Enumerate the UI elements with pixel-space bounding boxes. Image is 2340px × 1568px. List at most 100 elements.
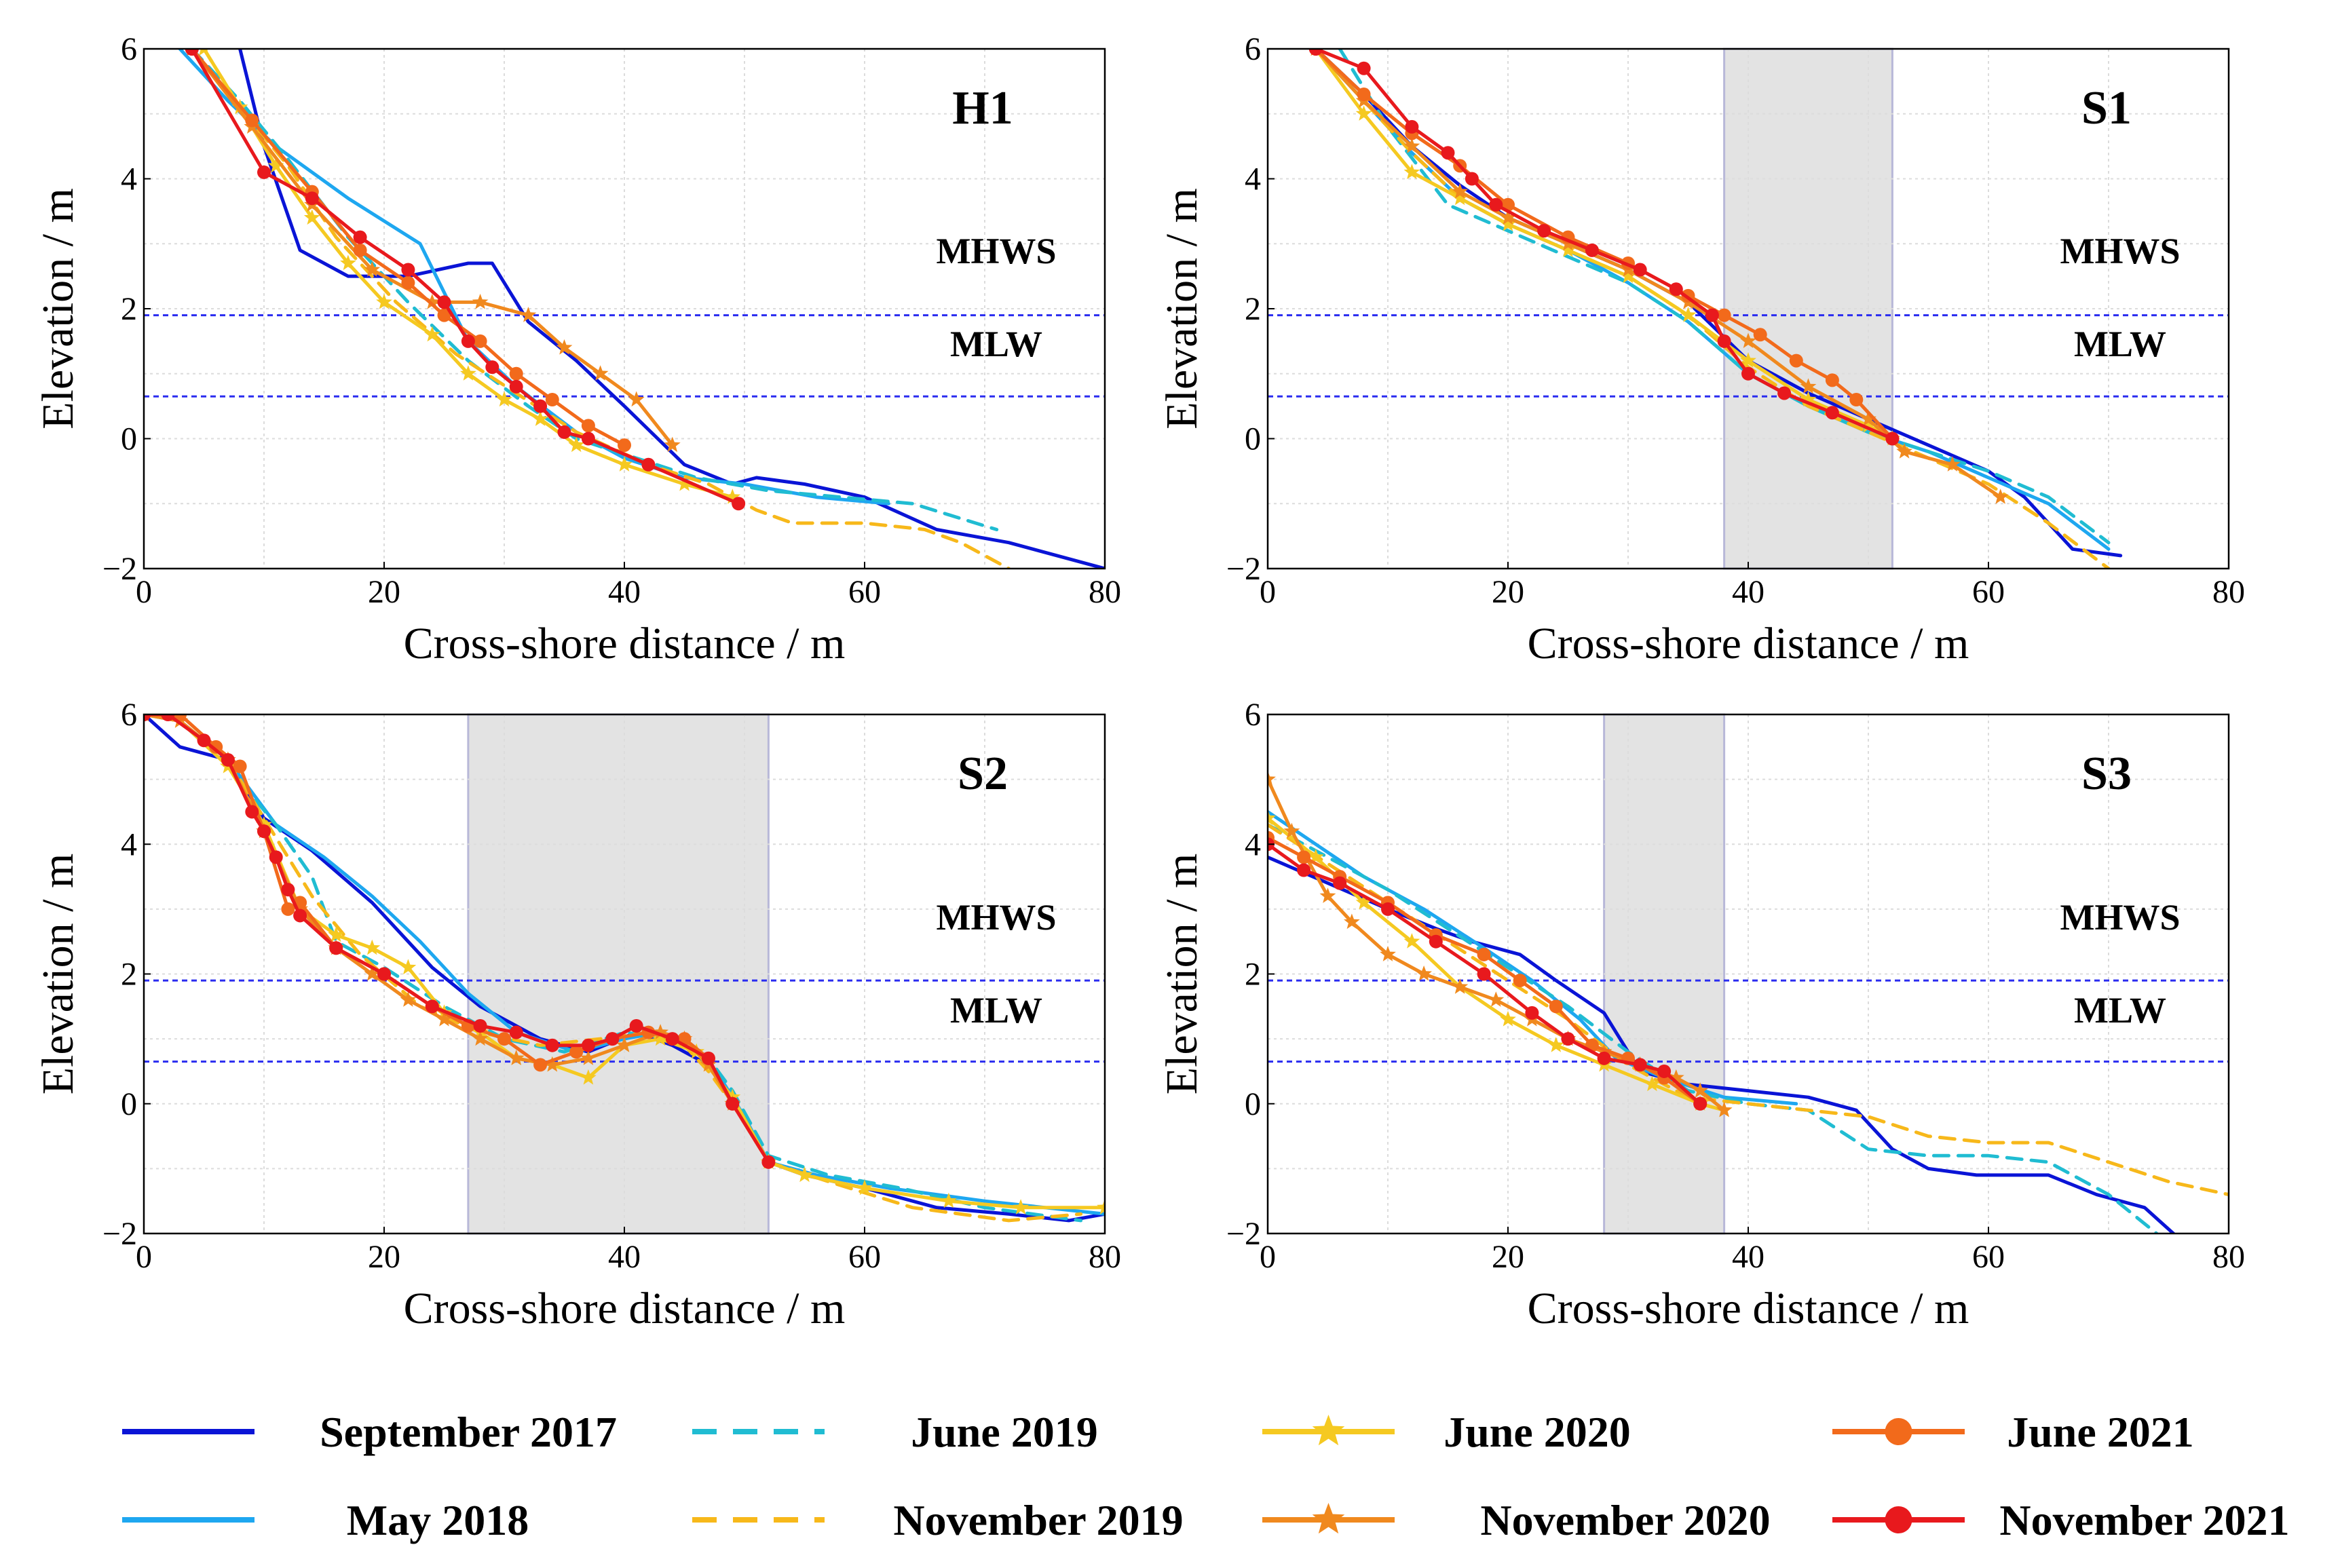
x-axis-label: Cross-shore distance / m — [1528, 1284, 1969, 1333]
marker-june-2020 — [1680, 307, 1697, 322]
x-tick-label: 40 — [608, 1239, 641, 1275]
y-tick-label: 2 — [1245, 291, 1261, 327]
legend-item-november-2021: November 2021 — [1832, 1496, 2290, 1544]
marker-june-2021 — [545, 393, 559, 407]
marker-june-2020 — [1620, 267, 1636, 284]
marker-november-2021 — [1693, 1096, 1707, 1111]
x-axis-label: Cross-shore distance / m — [1528, 619, 1969, 668]
marker-june-2020 — [1800, 391, 1817, 407]
legend-swatch-marker — [1885, 1418, 1912, 1445]
marker-november-2020 — [1944, 456, 1961, 472]
marker-june-2020 — [652, 1030, 668, 1046]
marker-june-2021 — [1849, 393, 1864, 407]
marker-june-2021 — [473, 334, 487, 348]
marker-june-2020 — [724, 489, 741, 504]
marker-november-2020 — [1452, 183, 1469, 199]
tide-label-mlw: MLW — [950, 990, 1042, 1031]
marker-november-2020 — [1268, 771, 1276, 786]
tide-label-mlw: MLW — [950, 324, 1042, 364]
marker-november-2021 — [461, 334, 475, 348]
series-line-june-2020 — [202, 49, 734, 499]
legend-swatch-marker — [1312, 1503, 1345, 1534]
marker-november-2021 — [1465, 172, 1479, 186]
marker-november-2021 — [1825, 406, 1839, 420]
marker-november-2021 — [732, 497, 746, 511]
marker-november-2021 — [1885, 432, 1900, 446]
marker-november-2021 — [581, 432, 595, 446]
marker-november-2021 — [1741, 366, 1755, 381]
marker-june-2020 — [1500, 1010, 1516, 1027]
marker-june-2021 — [1753, 328, 1767, 342]
marker-november-2020 — [508, 1050, 525, 1065]
marker-november-2021 — [1525, 1006, 1539, 1020]
marker-june-2020 — [1013, 1199, 1029, 1215]
marker-june-2020 — [1403, 164, 1420, 179]
marker-november-2021 — [665, 1032, 679, 1046]
y-tick-label: 2 — [1245, 957, 1261, 993]
marker-june-2021 — [233, 759, 247, 773]
x-tick-label: 40 — [1732, 574, 1765, 610]
marker-june-2020 — [796, 1166, 813, 1183]
marker-november-2021 — [701, 1051, 715, 1065]
y-tick-label: 2 — [121, 291, 137, 327]
series-group — [178, 49, 1105, 569]
grid — [144, 714, 1105, 1234]
marker-november-2020 — [1860, 410, 1876, 426]
marker-june-2021 — [1789, 353, 1803, 368]
marker-november-2021 — [1561, 1032, 1575, 1046]
marker-june-2020 — [199, 49, 209, 56]
marker-june-2020 — [1452, 189, 1469, 206]
x-tick-label: 0 — [136, 574, 152, 610]
marker-june-2021 — [245, 113, 259, 128]
legend-label: May 2018 — [347, 1496, 529, 1544]
marker-november-2020 — [364, 965, 381, 981]
y-axis-label: Elevation / m — [33, 188, 83, 429]
y-tick-label: −2 — [1226, 551, 1261, 587]
series-line-november-2019 — [1268, 823, 2229, 1197]
x-axis-label: Cross-shore distance / m — [404, 1284, 846, 1333]
marker-november-2021 — [161, 714, 175, 721]
marker-november-2021 — [1381, 902, 1395, 916]
y-tick-label: 4 — [1245, 161, 1261, 197]
marker-june-2020 — [303, 209, 320, 225]
marker-november-2020 — [1992, 489, 2009, 504]
marker-june-2021 — [569, 1045, 584, 1059]
x-tick-label: 60 — [848, 574, 881, 610]
marker-november-2021 — [725, 1096, 740, 1111]
series-line-november-2021 — [144, 714, 770, 1164]
marker-november-2020 — [1800, 378, 1817, 394]
marker-june-2020 — [328, 926, 345, 942]
marker-november-2020 — [1488, 991, 1505, 1007]
series-line-june-2019 — [1338, 49, 2111, 545]
marker-november-2021 — [401, 263, 415, 277]
series-line-june-2019 — [144, 714, 1083, 1223]
marker-november-2020 — [364, 261, 381, 277]
series-line-november-2021 — [1314, 49, 1894, 440]
series-line-november-2020 — [1314, 49, 2003, 499]
legend-label: November 2020 — [1480, 1496, 1770, 1544]
marker-june-2020 — [568, 436, 585, 453]
legend-item-november-2020: November 2020 — [1262, 1496, 1771, 1544]
y-tick-label: −2 — [1226, 1216, 1261, 1252]
marker-june-2020 — [941, 1192, 957, 1208]
marker-june-2021 — [1717, 308, 1731, 322]
marker-june-2020 — [1355, 894, 1372, 910]
y-tick-label: 6 — [1245, 697, 1261, 733]
marker-november-2021 — [305, 191, 319, 206]
marker-november-2020 — [472, 1030, 489, 1046]
marker-november-2021 — [1308, 49, 1323, 56]
marker-june-2021 — [618, 438, 631, 453]
tide-label-mhws: MHWS — [2060, 231, 2180, 271]
legend: September 2017 May 2018 June 2019 November … — [122, 1408, 2290, 1544]
marker-november-2021 — [509, 379, 523, 394]
y-tick-label: 0 — [1245, 421, 1261, 457]
legend-item-june-2019: June 2019 — [692, 1408, 1098, 1456]
marker-november-2021 — [197, 733, 211, 748]
marker-november-2021 — [293, 909, 307, 923]
marker-june-2020 — [1560, 242, 1577, 257]
marker-november-2021 — [1633, 1058, 1647, 1072]
marker-june-2020 — [1307, 848, 1324, 864]
marker-june-2020 — [1403, 933, 1420, 949]
